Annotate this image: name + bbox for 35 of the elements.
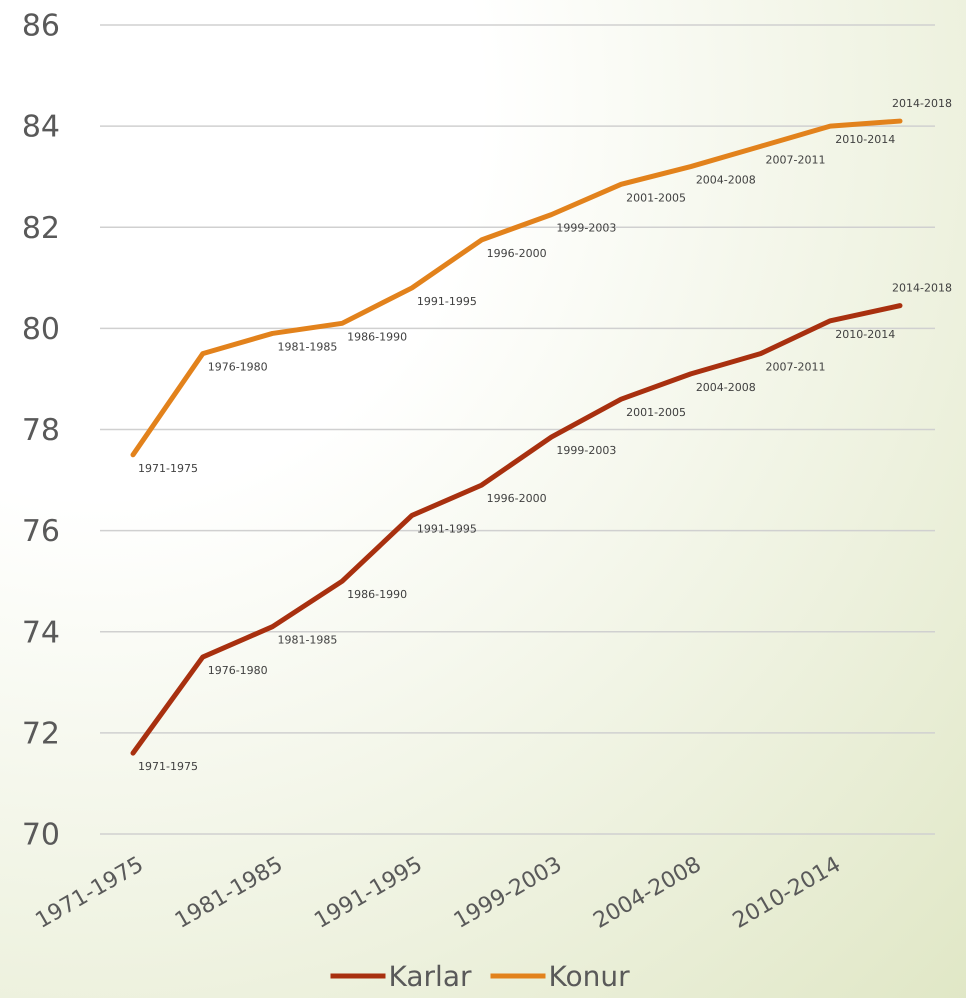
y-tick-label: 76 bbox=[22, 514, 60, 550]
y-tick-label: 86 bbox=[22, 8, 60, 44]
data-label: 1981-1985 bbox=[277, 634, 338, 647]
data-label: 1976-1980 bbox=[208, 664, 268, 678]
data-label: 2004-2008 bbox=[696, 174, 756, 187]
data-label: 2007-2011 bbox=[766, 153, 826, 166]
data-label: 2010-2014 bbox=[835, 133, 896, 146]
data-label: 1999-2003 bbox=[556, 222, 616, 235]
data-label: 1986-1990 bbox=[347, 330, 408, 344]
data-label: 1981-1985 bbox=[277, 340, 338, 354]
y-tick-label: 78 bbox=[22, 413, 60, 448]
data-label: 2004-2008 bbox=[696, 380, 756, 394]
data-label: 2001-2005 bbox=[626, 406, 686, 420]
data-label: 1996-2000 bbox=[486, 246, 547, 260]
legend-label: Konur bbox=[548, 960, 630, 993]
y-tick-label: 82 bbox=[22, 210, 60, 246]
y-tick-label: 74 bbox=[22, 615, 60, 650]
y-tick-label: 72 bbox=[22, 716, 60, 752]
data-label: 2001-2005 bbox=[626, 191, 686, 204]
y-tick-label: 70 bbox=[22, 818, 60, 852]
y-tick-label: 80 bbox=[22, 312, 60, 347]
data-label: 2010-2014 bbox=[835, 328, 896, 341]
data-label: 2014-2018 bbox=[892, 282, 952, 295]
data-label: 1976-1980 bbox=[208, 360, 268, 374]
data-label: 2007-2011 bbox=[766, 360, 826, 374]
y-tick-label: 84 bbox=[22, 110, 60, 145]
data-label: 1986-1990 bbox=[347, 588, 408, 602]
data-label: 1971-1975 bbox=[138, 760, 198, 774]
legend-label: Karlar bbox=[388, 960, 472, 993]
data-label: 1991-1995 bbox=[416, 522, 477, 536]
data-label: 1991-1995 bbox=[416, 294, 477, 308]
data-label: 1996-2000 bbox=[486, 492, 547, 506]
data-label: 2014-2018 bbox=[892, 97, 952, 110]
data-label: 1971-1975 bbox=[138, 462, 198, 475]
data-label: 1999-2003 bbox=[556, 444, 616, 458]
